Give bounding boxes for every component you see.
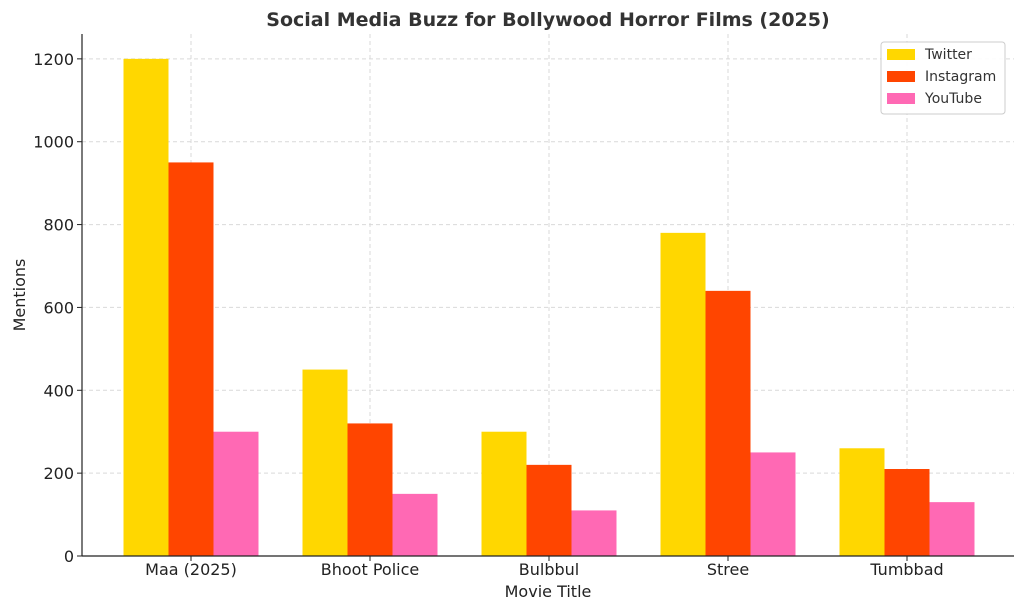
y-tick-label-1200: 1200 xyxy=(33,50,74,69)
bar-instagram-maa-2025 xyxy=(168,162,214,556)
x-tick-labels: Maa (2025) Bhoot Police Bulbbul Stree Tumbba… xyxy=(145,556,944,579)
legend: Twitter Instagram YouTube xyxy=(880,41,1006,115)
bar-instagram-stree xyxy=(705,290,751,556)
bar-twitter-maa-2025 xyxy=(123,58,169,556)
bar-youtube-stree xyxy=(750,452,796,556)
legend-label-twitter: Twitter xyxy=(924,47,972,63)
y-tick-label-1000: 1000 xyxy=(33,133,74,152)
y-tick-label-0: 0 xyxy=(64,547,74,566)
x-tick-label-bulbbul: Bulbbul xyxy=(519,560,579,579)
x-axis-label: Movie Title xyxy=(505,582,592,601)
legend-swatch-youtube xyxy=(887,93,915,104)
bar-youtube-bulbbul xyxy=(571,510,617,556)
y-tick-label-400: 400 xyxy=(43,381,74,400)
bar-youtube-maa-2025 xyxy=(213,431,259,556)
y-tick-label-600: 600 xyxy=(43,298,74,317)
x-tick-label-bhoot-police: Bhoot Police xyxy=(321,560,419,579)
bar-twitter-bhoot-police xyxy=(302,369,348,556)
legend-swatch-instagram xyxy=(887,71,915,82)
legend-swatch-twitter xyxy=(887,49,915,60)
x-tick-label-maa-2025: Maa (2025) xyxy=(145,560,237,579)
bar-instagram-bhoot-police xyxy=(347,423,393,556)
bar-twitter-tumbbad xyxy=(839,448,885,556)
legend-label-youtube: YouTube xyxy=(924,91,982,107)
x-tick-label-stree: Stree xyxy=(707,560,749,579)
axes xyxy=(81,34,1014,557)
bars xyxy=(123,58,975,556)
bar-youtube-tumbbad xyxy=(929,502,975,556)
legend-label-instagram: Instagram xyxy=(925,69,996,85)
bar-instagram-bulbbul xyxy=(526,464,572,556)
bar-instagram-tumbbad xyxy=(884,469,930,556)
y-tick-label-800: 800 xyxy=(43,216,74,235)
bar-twitter-bulbbul xyxy=(481,431,527,556)
x-tick-label-tumbbad: Tumbbad xyxy=(869,560,943,579)
y-axis-label: Mentions xyxy=(10,259,29,332)
bar-youtube-bhoot-police xyxy=(392,493,438,556)
chart-title: Social Media Buzz for Bollywood Horror F… xyxy=(266,9,829,31)
y-tick-label-200: 200 xyxy=(43,464,74,483)
bar-twitter-stree xyxy=(660,232,706,556)
y-tick-labels: 0 200 400 600 800 1000 1200 xyxy=(33,50,82,566)
